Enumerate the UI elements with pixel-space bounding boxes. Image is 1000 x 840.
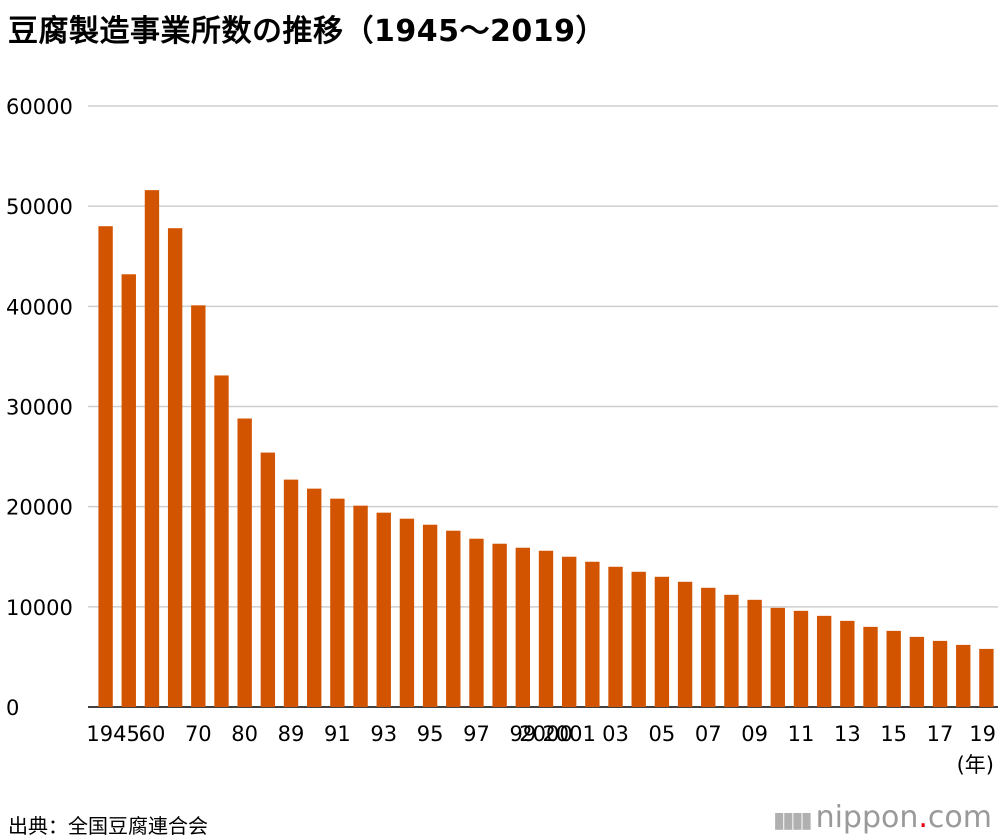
y-tick-label: 60000 <box>6 95 73 119</box>
bar-05 <box>654 576 670 707</box>
bar-09 <box>747 599 762 707</box>
bar-15 <box>886 630 901 707</box>
x-tick-label: 1945 <box>86 722 139 746</box>
x-axis-label: (年) <box>957 753 994 777</box>
bar-18 <box>956 644 971 707</box>
bar-91 <box>330 498 345 707</box>
bar-03 <box>608 566 623 707</box>
bar-97 <box>469 538 484 707</box>
x-tick-label: 97 <box>463 722 490 746</box>
source-note: 出典：全国豆腐連合会 <box>8 814 208 838</box>
sound-bars-icon: ▮▮▮▮ <box>773 808 812 833</box>
y-tick-label: 40000 <box>6 295 73 319</box>
bar-2001 <box>561 556 577 707</box>
x-tick-label: 05 <box>649 722 676 746</box>
bar-60 <box>144 190 160 707</box>
y-tick-label: 10000 <box>6 596 73 620</box>
y-tick-label: 50000 <box>6 195 73 219</box>
bar-10 <box>770 607 785 707</box>
bar-96 <box>446 530 461 707</box>
bar-08 <box>724 594 739 707</box>
bar-series <box>98 190 994 707</box>
bar-02 <box>585 561 600 707</box>
bar-11 <box>793 610 809 707</box>
bar-06 <box>677 581 693 707</box>
bar-14 <box>863 626 878 707</box>
bar-65 <box>167 228 183 707</box>
bar-98 <box>492 543 507 707</box>
bar-19 <box>979 648 994 707</box>
bar-13 <box>840 620 855 707</box>
bar-95 <box>422 524 438 707</box>
bar-93 <box>376 512 391 707</box>
x-tick-label: 2000 <box>519 722 572 746</box>
x-tick-label: 2001 <box>542 722 595 746</box>
nippon-logo: ▮▮▮▮ nippon.com <box>773 800 992 835</box>
x-tick-label: 17 <box>927 722 954 746</box>
bar-99 <box>515 547 531 707</box>
x-tick-label: 09 <box>741 722 768 746</box>
x-tick-label: 89 <box>278 722 305 746</box>
bar-1945 <box>98 226 113 707</box>
x-tick-label: 11 <box>788 722 815 746</box>
bar-80 <box>237 418 252 707</box>
y-tick-label: 30000 <box>6 396 73 420</box>
bar-17 <box>932 640 948 707</box>
bar-16 <box>909 636 925 707</box>
x-tick-label: 03 <box>602 722 629 746</box>
x-tick-label: 80 <box>231 722 258 746</box>
x-tick-label: 70 <box>185 722 212 746</box>
bar-89 <box>283 479 299 707</box>
brand-dot: . <box>918 800 928 835</box>
brand-suffix: com <box>927 800 992 835</box>
y-axis-tick-labels: 0 10000 20000 30000 40000 50000 60000 <box>6 95 73 720</box>
x-tick-label: 07 <box>695 722 722 746</box>
bar-85 <box>260 452 276 707</box>
bar-04 <box>631 571 646 707</box>
x-tick-label: 95 <box>417 722 444 746</box>
bar-94 <box>399 518 415 707</box>
x-tick-label: 15 <box>880 722 907 746</box>
bar-75 <box>214 375 229 707</box>
bar-92 <box>353 505 368 707</box>
bar-70 <box>191 305 206 707</box>
x-tick-label: 60 <box>139 722 166 746</box>
bar-07 <box>701 587 716 707</box>
x-tick-label: 99 <box>509 722 536 746</box>
bar-50 <box>121 274 136 707</box>
bar-2000 <box>538 550 554 707</box>
x-tick-label: 91 <box>324 722 351 746</box>
x-tick-label: 13 <box>834 722 861 746</box>
bar-90 <box>307 488 322 707</box>
y-tick-label: 20000 <box>6 496 73 520</box>
bar-12 <box>816 615 832 707</box>
chart-title: 豆腐製造事業所数の推移（1945〜2019） <box>8 14 606 49</box>
brand-name: nippon <box>815 800 919 835</box>
x-tick-label: 19 <box>969 722 996 746</box>
y-tick-label: 0 <box>6 696 19 720</box>
x-tick-label: 93 <box>370 722 397 746</box>
